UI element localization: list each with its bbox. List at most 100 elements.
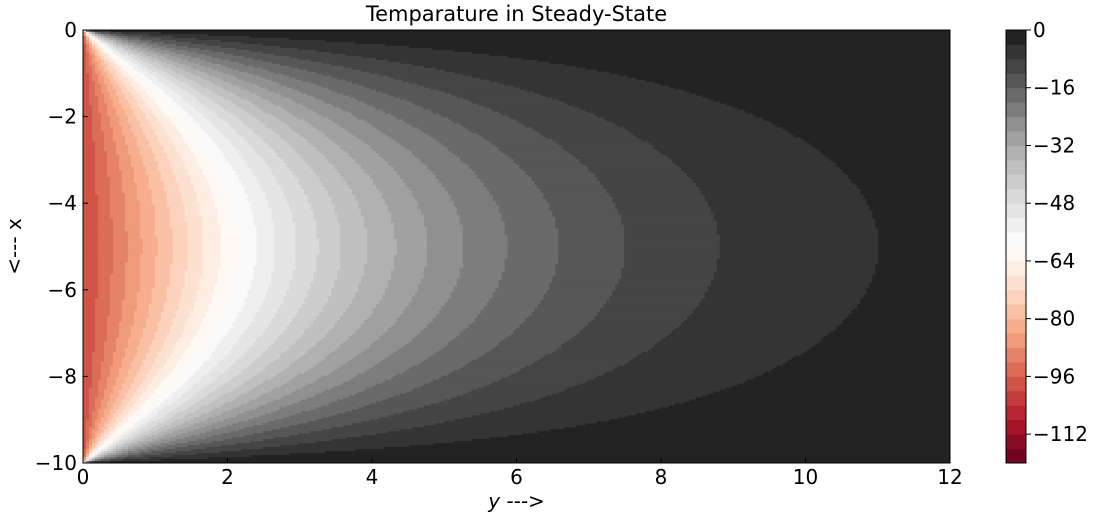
contour-cell (85, 30, 90, 33)
contour-cell (130, 385, 141, 389)
contour-cell (373, 182, 407, 186)
contour-cell (163, 55, 177, 59)
contour-cell (283, 73, 323, 77)
contour-cell (187, 246, 204, 250)
contour-cell (190, 147, 204, 150)
contour-cell (190, 175, 207, 178)
contour-cell (773, 367, 950, 371)
contour-cell (558, 99, 715, 103)
contour-cell (355, 159, 386, 162)
contour-cell (274, 91, 302, 95)
contour-cell (145, 169, 159, 172)
contour-cell (280, 83, 317, 87)
contour-cell (358, 83, 419, 87)
contour-cell (202, 272, 219, 275)
contour-cell (85, 35, 90, 39)
contour-cell (94, 161, 108, 164)
contour-cell (316, 127, 344, 130)
contour-cell (115, 341, 129, 345)
contour-cell (109, 30, 950, 33)
contour-cell (716, 228, 879, 232)
contour-cell (618, 282, 712, 285)
contour-cell (109, 188, 123, 192)
contour-cell (378, 155, 416, 158)
contour-cell (106, 165, 120, 168)
contour-cell (528, 316, 595, 319)
contour-cell (169, 165, 186, 168)
contour-cell (97, 67, 105, 71)
contour-cell (226, 381, 246, 385)
contour-cell (145, 135, 159, 138)
contour-cell (220, 427, 246, 430)
contour-cell (112, 413, 120, 416)
contour-cell (121, 180, 135, 184)
contour-cell (265, 125, 290, 128)
contour-cell (352, 157, 383, 160)
contour-cell (181, 192, 198, 196)
contour-cell (97, 296, 111, 299)
contour-cell (411, 339, 452, 343)
contour-cell (220, 57, 255, 61)
contour-cell (621, 216, 715, 220)
contour-cell (477, 133, 542, 136)
contour-cell (151, 300, 168, 303)
contour-cell (295, 236, 317, 240)
contour-cell (609, 296, 706, 299)
contour-cell (169, 278, 186, 281)
contour-cell (124, 381, 135, 385)
contour-cell (253, 212, 272, 216)
contour-cell (124, 139, 138, 142)
contour-cell (340, 318, 368, 321)
contour-cell (298, 133, 326, 136)
contour-cell (615, 204, 709, 208)
contour-cell (247, 196, 266, 200)
contour-cell (367, 260, 395, 263)
contour-cell (100, 369, 111, 373)
contour-cell (229, 298, 246, 301)
contour-cell (208, 73, 231, 77)
contour-cell (250, 286, 269, 289)
contour-cell (118, 161, 132, 164)
contour-cell (118, 433, 123, 436)
contour-cell (558, 238, 625, 242)
contour-cell (83, 145, 96, 148)
chart-title: Temparature in Steady-State (365, 2, 667, 26)
contour-cell (142, 67, 150, 71)
contour-cell (423, 425, 577, 428)
contour-cell (133, 429, 141, 432)
contour-cell (250, 35, 950, 39)
contour-cell (94, 425, 99, 428)
contour-cell (390, 220, 425, 224)
contour-cell (325, 357, 353, 361)
contour-cell (325, 155, 350, 158)
contour-cell (387, 329, 422, 333)
contour-cell (322, 180, 347, 184)
contour-cell (139, 339, 153, 343)
contour-cell (154, 157, 168, 160)
contour-cell (148, 121, 162, 124)
contour-cell (851, 178, 950, 182)
contour-cell (148, 47, 162, 51)
contour-cell (109, 95, 120, 99)
contour-cell (112, 415, 120, 418)
contour-cell (564, 63, 950, 67)
contour-cell (352, 113, 392, 117)
contour-cell (429, 87, 521, 91)
contour-cell (447, 373, 512, 377)
contour-cell (202, 242, 222, 246)
contour-cell (100, 121, 111, 124)
contour-cell (537, 186, 604, 190)
contour-cell (139, 288, 153, 291)
contour-cell (477, 176, 533, 180)
contour-cell (199, 278, 219, 281)
contour-cell (190, 71, 207, 75)
contour-cell (142, 79, 153, 83)
contour-cell (133, 316, 150, 319)
contour-cell (624, 244, 721, 248)
contour-cell (262, 353, 281, 357)
contour-cell (127, 252, 144, 256)
contour-cell (124, 206, 141, 210)
contour-cell (295, 222, 317, 226)
contour-cell (483, 137, 547, 140)
contour-cell (534, 310, 601, 313)
